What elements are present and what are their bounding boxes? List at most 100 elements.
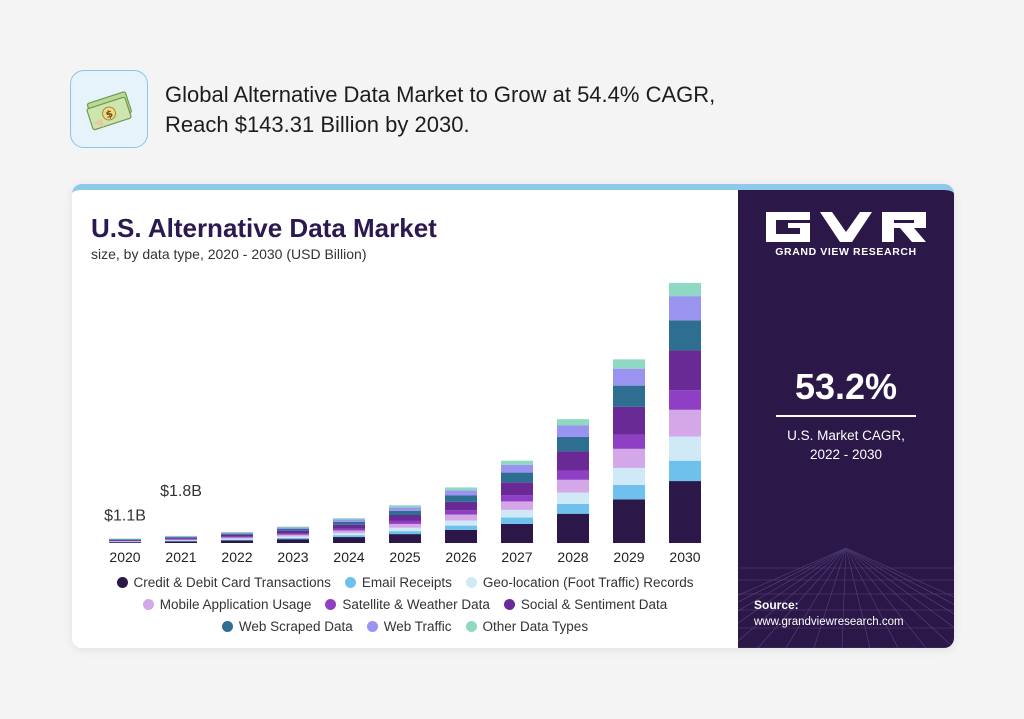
- bar-2024-series-1: [333, 535, 365, 538]
- bar-2024-series-2: [333, 533, 365, 536]
- legend-item: Credit & Debit Card Transactions: [116, 575, 331, 590]
- x-tick-label: 2028: [557, 549, 588, 565]
- post-header: $ Global Alternative Data Market to Grow…: [70, 70, 770, 148]
- bar-2023-series-3: [277, 534, 309, 537]
- legend-label: Other Data Types: [482, 619, 589, 634]
- bar-2027-series-6: [501, 472, 533, 483]
- bar-2029-series-7: [613, 368, 645, 386]
- bar-2025-series-7: [389, 507, 421, 511]
- legend-row: Mobile Application Usage Satellite & Weat…: [72, 597, 738, 612]
- legend-label: Web Traffic: [383, 619, 452, 634]
- chart-subtitle: size, by data type, 2020 - 2030 (USD Bil…: [91, 246, 367, 262]
- bar-2022-series-5: [221, 534, 253, 537]
- chart-title: U.S. Alternative Data Market: [91, 213, 437, 243]
- source-label: Source:: [754, 598, 799, 612]
- bar-2028-series-3: [557, 479, 589, 493]
- bar-2026-series-3: [445, 514, 477, 521]
- bar-2025-series-3: [389, 523, 421, 528]
- stacked-bar-chart: 2020 2021 2022 2023 2024 2025 2026 2027 2028 2029…: [104, 282, 701, 565]
- bar-2021-series-3: [165, 539, 197, 541]
- legend-swatch: [221, 621, 233, 632]
- bar-2026-series-4: [445, 510, 477, 515]
- bar-2026-series-6: [445, 495, 477, 502]
- bar-2024-series-8: [333, 518, 365, 520]
- bar-2024-series-5: [333, 524, 365, 529]
- bar-2021-series-1: [165, 540, 197, 542]
- cagr-label-line1: U.S. Market CAGR,: [787, 428, 905, 443]
- bar-2025-series-6: [389, 510, 421, 516]
- bar-2028-series-0: [557, 513, 589, 543]
- bar-2020-series-8: [109, 538, 141, 540]
- bar-2024-series-6: [333, 521, 365, 525]
- legend-swatch: [465, 621, 477, 632]
- bar-2029-series-2: [613, 467, 645, 485]
- bar-2025-series-8: [389, 505, 421, 508]
- bar-2029-series-5: [613, 406, 645, 435]
- bar-2022-series-3: [221, 537, 253, 539]
- bar-2029-series-3: [613, 448, 645, 468]
- data-label-2020: $1.1B: [104, 508, 146, 525]
- bar-2025-series-1: [389, 531, 421, 535]
- x-tick-label: 2025: [389, 549, 420, 565]
- bar-2030-series-8: [669, 282, 701, 297]
- bar-2021-series-4: [165, 538, 197, 540]
- post-title-line2: Reach $143.31 Billion by 2030.: [165, 112, 470, 137]
- legend-item: Satellite & Weather Data: [325, 597, 490, 612]
- svg-text:$: $: [104, 109, 114, 122]
- post-title-line1: Global Alternative Data Market to Grow a…: [165, 82, 716, 107]
- x-tick-label: 2027: [501, 549, 532, 565]
- x-tick-label: 2023: [277, 549, 308, 565]
- legend-swatch: [465, 577, 477, 588]
- chart-area: U.S. Alternative Data Market size, by da…: [72, 190, 738, 648]
- x-tick-label: 2030: [669, 549, 700, 565]
- bar-2027-series-1: [501, 517, 533, 524]
- legend-item: Email Receipts: [344, 575, 452, 590]
- legend-swatch: [142, 599, 154, 610]
- legend-item: Geo-location (Foot Traffic) Records: [465, 575, 694, 590]
- data-label-2021: $1.8B: [160, 483, 202, 500]
- bar-2021-series-5: [165, 537, 197, 539]
- bar-2022-series-1: [221, 539, 253, 541]
- legend-swatch: [503, 599, 515, 610]
- x-tick-label: 2024: [333, 549, 364, 565]
- x-tick-label: 2020: [109, 549, 140, 565]
- bar-2023-series-6: [277, 529, 309, 531]
- bar-2030-series-6: [669, 320, 701, 351]
- source-url[interactable]: www.grandviewresearch.com: [754, 616, 904, 628]
- bar-2020-series-6: [109, 539, 141, 540]
- bar-2025-series-4: [389, 520, 421, 524]
- legend-label: Satellite & Weather Data: [342, 597, 490, 612]
- bar-2022-series-7: [221, 532, 253, 534]
- bar-2024-series-3: [333, 530, 365, 534]
- bar-2027-series-8: [501, 460, 533, 465]
- bar-2021-series-7: [165, 536, 197, 538]
- bar-2022-series-4: [221, 536, 253, 538]
- legend-label: Social & Sentiment Data: [520, 597, 668, 612]
- bar-2022-series-6: [221, 533, 253, 535]
- bar-2022-series-8: [221, 531, 253, 533]
- bar-2023-series-4: [277, 533, 309, 535]
- legend-item: Social & Sentiment Data: [503, 597, 668, 612]
- bar-2030-series-1: [669, 460, 701, 482]
- bar-2030-series-3: [669, 409, 701, 437]
- bar-2028-series-7: [557, 425, 589, 437]
- perspective-grid-decoration: [738, 508, 954, 648]
- bar-2023-series-2: [277, 536, 309, 538]
- bar-2026-series-8: [445, 487, 477, 491]
- cagr-divider: [776, 415, 916, 417]
- bar-2024-series-7: [333, 519, 365, 522]
- bar-2024-series-0: [333, 537, 365, 543]
- bar-2030-series-7: [669, 296, 701, 321]
- bar-2024-series-4: [333, 528, 365, 531]
- legend-label: Credit & Debit Card Transactions: [133, 575, 331, 590]
- bar-2027-series-0: [501, 523, 533, 543]
- legend-label: Geo-location (Foot Traffic) Records: [482, 575, 694, 590]
- bar-2026-series-0: [445, 529, 477, 543]
- bar-2021-series-2: [165, 540, 197, 541]
- money-bills-icon: $: [70, 70, 148, 148]
- gvr-logo: [766, 212, 926, 242]
- cagr-value: 53.2%: [794, 366, 898, 407]
- bar-2029-series-8: [613, 359, 645, 369]
- legend-swatch: [366, 621, 378, 632]
- bar-2027-series-4: [501, 495, 533, 502]
